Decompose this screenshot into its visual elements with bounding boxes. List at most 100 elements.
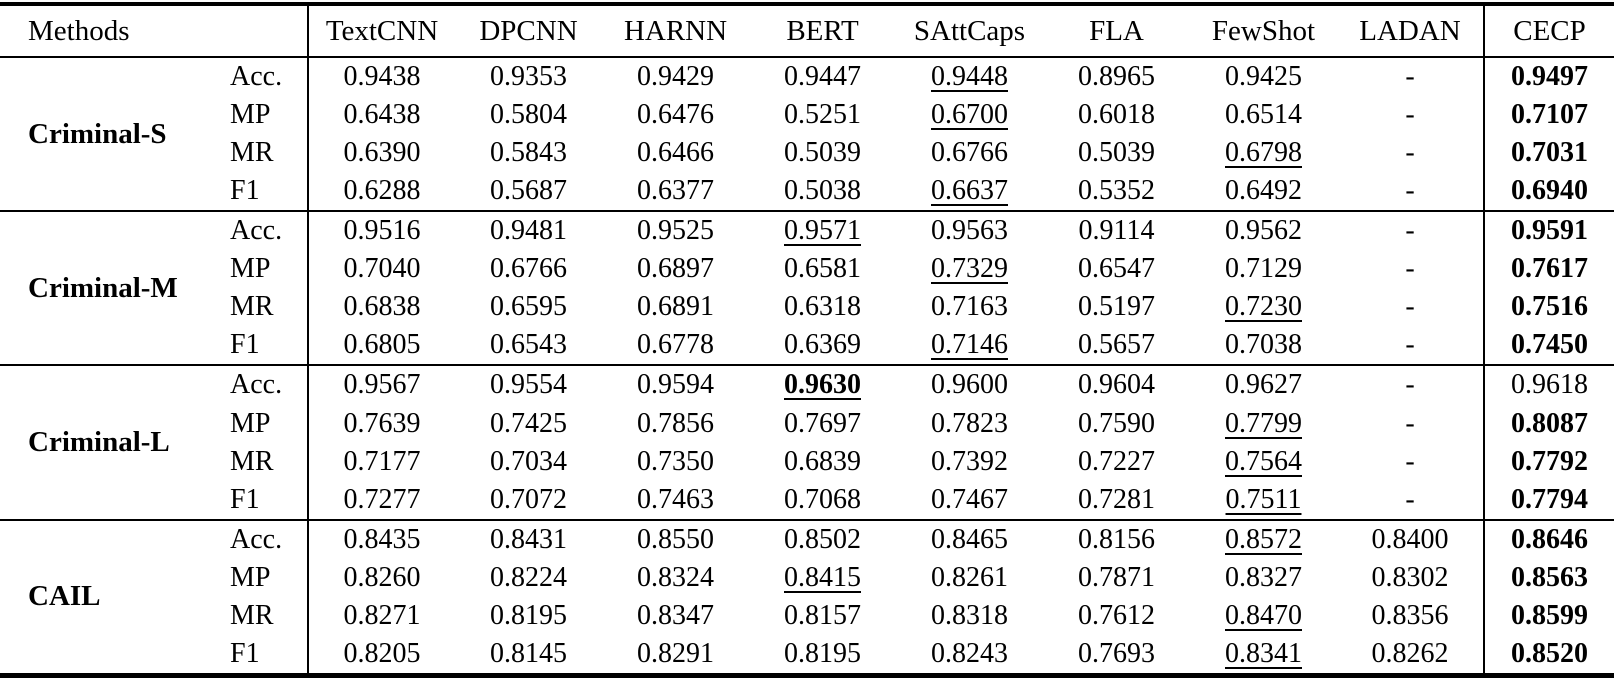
metric-label: MR — [230, 599, 274, 631]
metric-label: Acc. — [222, 518, 308, 559]
value-cell: 0.6778 — [637, 329, 714, 361]
value-cell: - — [1405, 253, 1415, 285]
value-cell: 0.8260 — [307, 558, 455, 597]
value-cell: 0.7392 — [931, 445, 1008, 477]
column-header-sattcaps: SAttCaps — [896, 4, 1043, 58]
value-cell: 0.9627 — [1190, 364, 1337, 405]
value-cell: 0.7281 — [1078, 483, 1155, 515]
value-cell: 0.7467 — [931, 483, 1008, 515]
value-cell: 0.7230 — [1225, 291, 1302, 323]
value-cell: 0.7031 — [1483, 134, 1614, 173]
value-cell: 0.8195 — [490, 599, 567, 631]
value-cell: 0.8262 — [1371, 637, 1449, 669]
value-cell: 0.6839 — [784, 445, 861, 477]
value-cell: 0.9600 — [896, 364, 1043, 405]
value-cell: 0.8520 — [1483, 634, 1614, 676]
column-header-fla: FLA — [1043, 4, 1190, 58]
value-cell: 0.7823 — [931, 407, 1008, 439]
metric-label: MR — [230, 445, 274, 477]
value-cell: 0.6390 — [307, 134, 455, 173]
value-cell: 0.6288 — [307, 172, 455, 212]
value-cell: 0.6547 — [1078, 253, 1155, 285]
value-cell: - — [1405, 61, 1415, 93]
metric-label: Acc. — [222, 364, 308, 405]
value-cell: 0.7612 — [1078, 599, 1155, 631]
value-cell: 0.7617 — [1483, 250, 1614, 289]
metric-label: F1 — [230, 329, 260, 361]
value-cell: 0.7792 — [1483, 442, 1614, 481]
value-cell: 0.5039 — [784, 137, 861, 169]
value-cell: - — [1405, 291, 1415, 323]
value-cell: - — [1405, 99, 1415, 131]
value-cell: 0.9429 — [637, 61, 714, 93]
dataset-label-cail: CAIL — [0, 518, 222, 676]
value-cell: 0.8563 — [1483, 558, 1614, 597]
value-cell: 0.7794 — [1483, 480, 1614, 520]
value-cell: 0.5039 — [1078, 137, 1155, 169]
value-cell: 0.7511 — [1225, 483, 1302, 515]
header-row: Methods TextCNN DPCNN HARNN BERT SAttCap… — [0, 4, 1614, 58]
value-cell: 0.6018 — [1078, 99, 1155, 131]
value-cell: 0.7163 — [931, 291, 1008, 323]
value-cell: 0.9497 — [1483, 57, 1614, 97]
value-cell: 0.9448 — [931, 61, 1008, 93]
value-cell: 0.8145 — [490, 637, 567, 669]
value-cell: 0.6466 — [637, 137, 714, 169]
value-cell: 0.5038 — [784, 175, 861, 207]
value-cell: 0.6766 — [490, 253, 567, 285]
value-cell: 0.9562 — [1190, 210, 1337, 251]
value-cell: 0.6438 — [307, 96, 455, 135]
value-cell: 0.5251 — [784, 99, 861, 131]
value-cell: 0.6805 — [307, 326, 455, 366]
value-cell: 0.5687 — [490, 175, 567, 207]
table-row: MR 0.6390 0.5843 0.6466 0.5039 0.6766 0.… — [0, 134, 1614, 173]
value-cell: 0.6897 — [637, 253, 714, 285]
value-cell: 0.9481 — [455, 210, 602, 251]
value-cell: 0.8431 — [455, 518, 602, 559]
value-cell: 0.9114 — [1043, 210, 1190, 251]
metric-label: MR — [230, 291, 274, 323]
value-cell: 0.9604 — [1043, 364, 1190, 405]
value-cell: 0.8435 — [307, 518, 455, 559]
column-header-bert: BERT — [749, 4, 896, 58]
value-cell: 0.6369 — [784, 329, 861, 361]
value-cell: 0.7038 — [1225, 329, 1302, 361]
value-cell: 0.6476 — [637, 99, 714, 131]
value-cell: 0.8156 — [1043, 518, 1190, 559]
value-cell: 0.7871 — [1078, 561, 1155, 593]
value-cell: 0.7072 — [490, 483, 567, 515]
value-cell: - — [1405, 329, 1415, 361]
value-cell: 0.8224 — [490, 561, 567, 593]
table-row: F1 0.8205 0.8145 0.8291 0.8195 0.8243 0.… — [0, 634, 1614, 676]
value-cell: 0.5352 — [1078, 175, 1155, 207]
value-cell: - — [1405, 483, 1415, 515]
value-cell: 0.6891 — [637, 291, 714, 323]
value-cell: 0.8087 — [1483, 404, 1614, 443]
metric-label: F1 — [230, 637, 260, 669]
value-cell: 0.5843 — [490, 137, 567, 169]
value-cell: 0.6514 — [1225, 99, 1302, 131]
value-cell: 0.7129 — [1225, 253, 1302, 285]
metric-label: F1 — [230, 483, 260, 515]
value-cell: 0.8356 — [1371, 599, 1449, 631]
value-cell: 0.7177 — [307, 442, 455, 481]
value-cell: 0.8347 — [637, 599, 714, 631]
metric-label: MP — [230, 253, 271, 285]
metric-label: MP — [230, 99, 271, 131]
value-cell: 0.8318 — [931, 599, 1008, 631]
value-cell: 0.7034 — [490, 445, 567, 477]
table-row: MP 0.7639 0.7425 0.7856 0.7697 0.7823 0.… — [0, 404, 1614, 443]
table-row: F1 0.7277 0.7072 0.7463 0.7068 0.7467 0.… — [0, 480, 1614, 520]
value-cell: 0.7425 — [490, 407, 567, 439]
value-cell: 0.7516 — [1483, 288, 1614, 327]
column-header-ladan: LADAN — [1337, 4, 1484, 58]
methods-header: Methods — [0, 4, 308, 58]
value-cell: 0.8205 — [307, 634, 455, 676]
table-row: F1 0.6805 0.6543 0.6778 0.6369 0.7146 0.… — [0, 326, 1614, 366]
value-cell: 0.9630 — [749, 364, 896, 405]
value-cell: 0.8502 — [749, 518, 896, 559]
value-cell: 0.8195 — [784, 637, 861, 669]
value-cell: - — [1337, 364, 1484, 405]
value-cell: 0.7564 — [1225, 445, 1302, 477]
